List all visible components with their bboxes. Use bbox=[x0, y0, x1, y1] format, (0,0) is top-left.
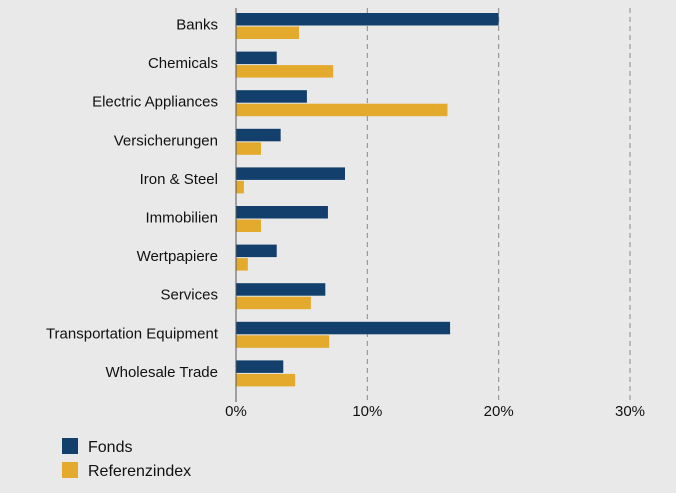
category-label-banks: Banks bbox=[176, 17, 218, 34]
bar-fonds-services bbox=[236, 283, 326, 296]
grid-lines bbox=[366, 8, 631, 402]
legend: Fonds Referenzindex bbox=[62, 438, 191, 480]
category-label-iron-steel: Iron & Steel bbox=[140, 171, 218, 188]
bar-fonds-wertpapiere bbox=[236, 244, 277, 258]
bar-fonds-electric-appliances bbox=[236, 90, 307, 103]
bar-referenzindex-services bbox=[236, 296, 311, 310]
legend-label-fonds: Fonds bbox=[88, 439, 132, 456]
category-label-wholesale-trade: Wholesale Trade bbox=[105, 364, 218, 381]
bar-fonds-wholesale-trade bbox=[236, 360, 284, 373]
bar-referenzindex-wholesale-trade bbox=[236, 373, 296, 387]
bar-referenzindex-iron-steel bbox=[236, 180, 244, 194]
bar-referenzindex-wertpapiere bbox=[236, 258, 248, 271]
bar-referenzindex-chemicals bbox=[236, 65, 334, 78]
x-tick-labels: 0% 10% 20% 30% bbox=[225, 403, 645, 420]
bar-fonds-chemicals bbox=[236, 51, 277, 65]
bars bbox=[236, 13, 499, 387]
legend-swatch-fonds bbox=[62, 438, 78, 454]
legend-swatch-referenzindex bbox=[62, 462, 78, 478]
category-label-services: Services bbox=[160, 287, 218, 304]
bar-fonds-banks bbox=[236, 13, 499, 26]
bar-referenzindex-immobilien bbox=[236, 219, 261, 232]
x-tick-label-10: 10% bbox=[352, 403, 382, 420]
bar-fonds-transportation-equipment bbox=[236, 321, 451, 335]
x-tick-label-30: 30% bbox=[615, 403, 645, 420]
bar-referenzindex-transportation-equipment bbox=[236, 335, 330, 348]
bar-referenzindex-versicherungen bbox=[236, 142, 261, 155]
category-labels: Banks Chemicals Electric Appliances Versich… bbox=[46, 17, 219, 381]
category-label-electric-appliances: Electric Appliances bbox=[92, 94, 218, 111]
category-label-versicherungen: Versicherungen bbox=[114, 132, 218, 149]
x-tick-label-20: 20% bbox=[484, 403, 514, 420]
bar-fonds-immobilien bbox=[236, 206, 328, 219]
bar-referenzindex-banks bbox=[236, 26, 300, 39]
category-label-chemicals: Chemicals bbox=[148, 55, 218, 72]
bar-referenzindex-electric-appliances bbox=[236, 103, 448, 117]
category-label-immobilien: Immobilien bbox=[145, 210, 218, 227]
legend-label-referenzindex: Referenzindex bbox=[88, 463, 191, 480]
bar-fonds-iron-steel bbox=[236, 167, 346, 180]
category-label-transportation-equipment: Transportation Equipment bbox=[46, 325, 219, 342]
category-label-wertpapiere: Wertpapiere bbox=[137, 248, 218, 265]
bar-fonds-versicherungen bbox=[236, 128, 281, 142]
x-tick-label-0: 0% bbox=[225, 403, 247, 420]
